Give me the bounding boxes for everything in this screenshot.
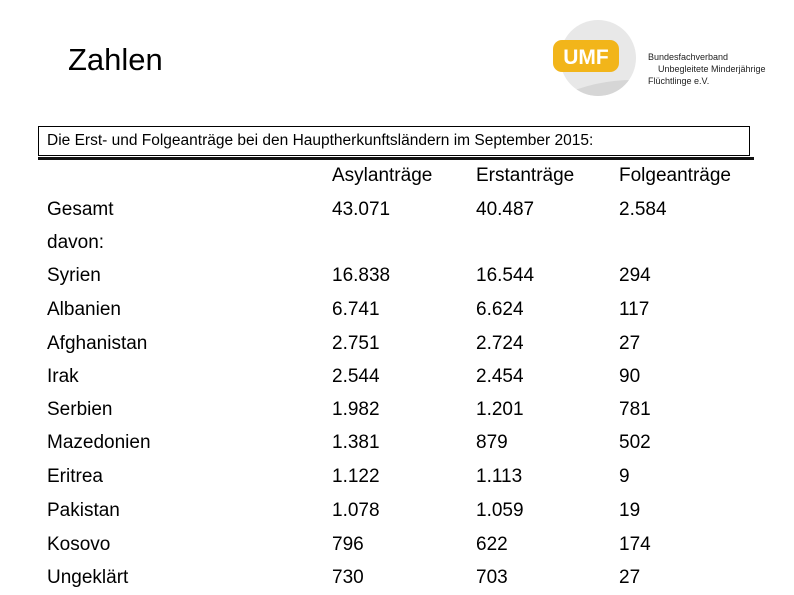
cell-folgeantraege: 19 (619, 500, 641, 521)
row-label: Serbien (47, 399, 113, 420)
subtitle-box: Die Erst- und Folgeanträge bei den Haupt… (38, 126, 750, 156)
subtitle-text: Die Erst- und Folgeanträge bei den Haupt… (47, 132, 594, 149)
cell-folgeantraege: 174 (619, 534, 651, 555)
row-label: davon: (47, 232, 105, 253)
cell-erstantraege: 6.624 (476, 299, 524, 320)
cell-erstantraege: 40.487 (476, 199, 535, 220)
cell-asylantraege: 796 (332, 534, 364, 555)
umf-logo-graphic: UMF (553, 20, 636, 96)
cell-erstantraege: 2.724 (476, 333, 524, 354)
row-label: Irak (47, 366, 79, 387)
header-folgeantraege: Folgeanträge (619, 165, 731, 186)
row-label: Albanien (47, 299, 121, 320)
cell-asylantraege: 1.982 (332, 399, 380, 420)
cell-folgeantraege: 9 (619, 466, 630, 487)
cell-folgeantraege: 502 (619, 432, 651, 453)
logo-text-line2: Unbegleitete Minderjährige (658, 64, 766, 74)
cell-erstantraege: 703 (476, 567, 508, 588)
row-label: Gesamt (47, 199, 114, 220)
cell-erstantraege: 2.454 (476, 366, 524, 387)
cell-folgeantraege: 90 (619, 366, 641, 387)
cell-folgeantraege: 27 (619, 567, 641, 588)
cell-erstantraege: 622 (476, 534, 508, 555)
row-label: Mazedonien (47, 432, 151, 453)
cell-asylantraege: 1.381 (332, 432, 380, 453)
cell-erstantraege: 1.113 (476, 466, 523, 487)
header-asylantraege: Asylanträge (332, 165, 433, 186)
row-label: Kosovo (47, 534, 111, 555)
cell-asylantraege: 730 (332, 567, 364, 588)
cell-asylantraege: 16.838 (332, 265, 391, 286)
cell-erstantraege: 1.201 (476, 399, 524, 420)
cell-erstantraege: 16.544 (476, 265, 535, 286)
cell-asylantraege: 2.544 (332, 366, 380, 387)
cell-erstantraege: 1.059 (476, 500, 524, 521)
row-label: Eritrea (47, 466, 103, 487)
row-label: Syrien (47, 265, 101, 286)
cell-asylantraege: 2.751 (332, 333, 380, 354)
cell-asylantraege: 1.122 (332, 466, 380, 487)
slide-title: Zahlen (68, 42, 163, 77)
cell-folgeantraege: 27 (619, 333, 641, 354)
cell-erstantraege: 879 (476, 432, 508, 453)
umf-logo: UMF Bundesfachverband Unbegleitete Minde… (553, 18, 778, 100)
subtitle-underline (38, 157, 754, 160)
row-label: Afghanistan (47, 333, 148, 354)
cell-asylantraege: 1.078 (332, 500, 380, 521)
cell-folgeantraege: 117 (619, 299, 650, 320)
cell-asylantraege: 43.071 (332, 199, 391, 220)
row-label: Ungeklärt (47, 567, 129, 588)
cell-folgeantraege: 2.584 (619, 199, 667, 220)
header-erstantraege: Erstanträge (476, 165, 575, 186)
row-label: Pakistan (47, 500, 120, 521)
cell-asylantraege: 6.741 (332, 299, 380, 320)
logo-text-line3: Flüchtlinge e.V. (648, 76, 710, 86)
logo-text-line1: Bundesfachverband (648, 52, 729, 62)
logo-badge-text: UMF (563, 46, 609, 69)
cell-folgeantraege: 781 (619, 399, 651, 420)
cell-folgeantraege: 294 (619, 265, 651, 286)
